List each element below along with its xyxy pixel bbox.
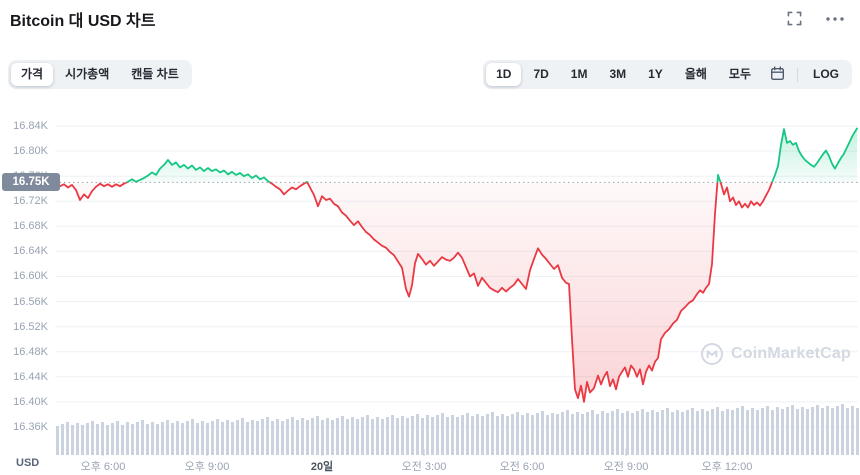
tab-market-cap[interactable]: 시가총액 [55, 63, 119, 86]
y-axis-label: 16.84K [13, 120, 48, 132]
y-axis-label: 16.68K [13, 220, 48, 232]
y-axis-label: 16.40K [13, 396, 48, 408]
price-line-down [55, 182, 773, 403]
header-actions [787, 11, 844, 26]
area-fill-up [55, 128, 857, 183]
more-options-icon[interactable] [826, 16, 844, 21]
area-fill-down [55, 182, 857, 402]
calendar-icon [770, 65, 785, 84]
tab-candle-chart[interactable]: 캔들 차트 [121, 63, 189, 86]
x-axis-label: 오후 9:00 [184, 461, 230, 473]
range-1d[interactable]: 1D [486, 63, 522, 86]
y-axis-label: 16.44K [13, 371, 48, 383]
page-title: Bitcoin 대 USD 차트 [10, 13, 156, 30]
chart-type-tabs: 가격 시가총액 캔들 차트 [8, 60, 192, 89]
volume-bars [56, 404, 859, 455]
y-axis-label: 16.48K [13, 346, 48, 358]
price-line-up [124, 127, 858, 183]
x-axis-ticks [102, 449, 728, 456]
x-axis-label: 오전 6:00 [499, 461, 545, 473]
x-axis-label: 오전 9:00 [603, 461, 649, 473]
current-price-badge: 16.75K [2, 173, 60, 191]
x-axis-label: 오후 6:00 [80, 461, 126, 473]
y-axis-label: 16.64K [13, 245, 48, 257]
tab-price[interactable]: 가격 [11, 63, 54, 86]
range-ytd[interactable]: 올해 [675, 63, 717, 86]
range-3m[interactable]: 3M [599, 63, 636, 86]
y-axis-label: 16.52K [13, 321, 48, 333]
range-all[interactable]: 모두 [719, 63, 761, 86]
log-scale-button[interactable]: LOG [803, 63, 849, 86]
fullscreen-icon[interactable] [787, 11, 802, 26]
x-axis-label: 오전 3:00 [401, 461, 447, 473]
range-1m[interactable]: 1M [561, 63, 598, 86]
x-axis-label: 오후 12:00 [701, 461, 753, 473]
time-range-tabs: 1D 7D 1M 3M 1Y 올해 모두 LOG [483, 60, 852, 89]
y-axis-label: 16.36K [13, 421, 48, 433]
range-1y[interactable]: 1Y [638, 63, 673, 86]
range-7d[interactable]: 7D [523, 63, 558, 86]
y-axis-unit-label: USD [16, 457, 40, 469]
y-axis-label: 16.60K [13, 270, 48, 282]
y-axis-label: 16.72K [13, 195, 48, 207]
calendar-button[interactable] [763, 62, 792, 88]
y-axis-label: 16.56K [13, 296, 48, 308]
x-axis-label-date: 20일 [310, 461, 334, 473]
divider [797, 67, 798, 82]
y-axis-label: 16.80K [13, 145, 48, 157]
